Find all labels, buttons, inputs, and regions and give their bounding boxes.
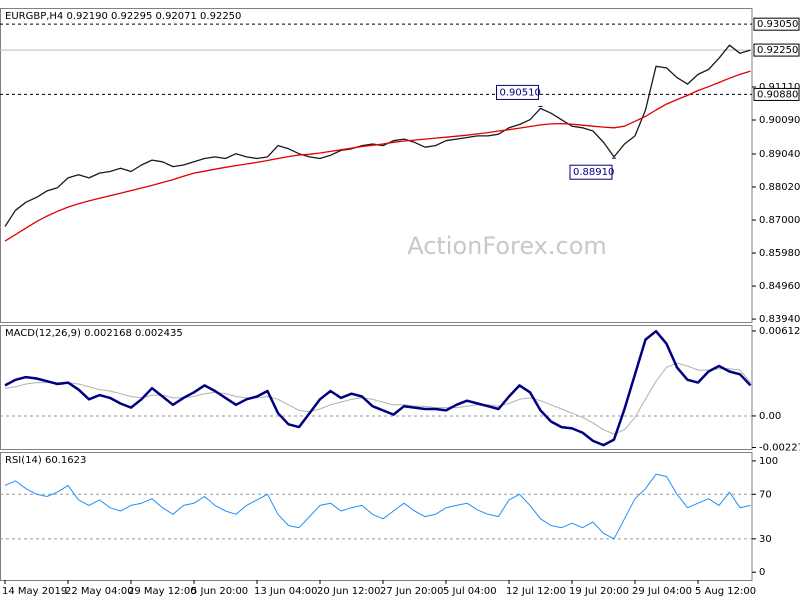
x-tick-label: 29 Jul 04:00 bbox=[632, 586, 692, 597]
series-line bbox=[4, 44, 751, 227]
x-tick-label: 27 Jun 20:00 bbox=[380, 586, 444, 597]
x-tick-label: 14 May 2019 bbox=[2, 586, 67, 597]
level-label: 0.90880 bbox=[757, 89, 798, 100]
level-label-box bbox=[753, 87, 800, 101]
x-tick-label: 5 Aug 12:00 bbox=[695, 586, 756, 597]
panel-frame bbox=[0, 8, 753, 323]
y-tick-label: 0.89040 bbox=[759, 149, 800, 160]
y-tick-label: 0.84960 bbox=[759, 281, 800, 292]
y-tick-label: 100 bbox=[759, 456, 778, 467]
watermark: ActionForex.com bbox=[407, 232, 607, 260]
panel-title: EURGBP,H4 0.92190 0.92295 0.92071 0.9225… bbox=[5, 11, 241, 22]
annotation-box bbox=[496, 84, 539, 100]
y-tick-label: 0.90090 bbox=[759, 115, 800, 126]
series-line bbox=[4, 473, 751, 540]
y-tick-label: 0.87000 bbox=[759, 215, 800, 226]
y-tick-label: 0.88020 bbox=[759, 182, 800, 193]
x-tick-label: 12 Jul 12:00 bbox=[506, 586, 566, 597]
x-tick-label: 5 Jun 20:00 bbox=[191, 586, 248, 597]
annotation: 0.88910 bbox=[573, 167, 614, 178]
annotation-box bbox=[569, 164, 613, 180]
y-tick-label: 0.00 bbox=[759, 411, 781, 422]
y-tick-label: 0.00612 bbox=[759, 326, 800, 337]
panel-frame bbox=[0, 325, 753, 450]
level-label: 0.93050 bbox=[757, 19, 798, 30]
series-line bbox=[4, 70, 751, 242]
x-tick-label: 22 May 04:00 bbox=[65, 586, 134, 597]
y-tick-label: 30 bbox=[759, 534, 772, 545]
y-tick-label: 0.85980 bbox=[759, 248, 800, 259]
y-tick-label: 0.91110 bbox=[759, 82, 800, 93]
series-line bbox=[4, 362, 751, 435]
panel-frame bbox=[0, 452, 753, 581]
annotation: 0.90510 bbox=[500, 87, 541, 98]
y-tick-label: 0 bbox=[759, 567, 765, 578]
last-price-label: 0.92250 bbox=[757, 45, 798, 56]
x-tick-label: 29 May 12:00 bbox=[128, 586, 197, 597]
series-line bbox=[4, 329, 752, 447]
panel-title: RSI(14) 60.1623 bbox=[5, 455, 86, 466]
x-tick-label: 19 Jul 20:00 bbox=[569, 586, 629, 597]
level-label-box bbox=[753, 17, 800, 31]
y-tick-label: -0.002273 bbox=[759, 443, 800, 454]
x-tick-label: 20 Jun 12:00 bbox=[317, 586, 381, 597]
x-tick-label: 13 Jun 04:00 bbox=[254, 586, 318, 597]
last-price-label-box bbox=[753, 43, 800, 57]
y-tick-label: 70 bbox=[759, 489, 772, 500]
y-tick-label: 0.83940 bbox=[759, 314, 800, 325]
panel-title: MACD(12,26,9) 0.002168 0.002435 bbox=[5, 328, 183, 339]
x-tick-label: 5 Jul 04:00 bbox=[443, 586, 497, 597]
